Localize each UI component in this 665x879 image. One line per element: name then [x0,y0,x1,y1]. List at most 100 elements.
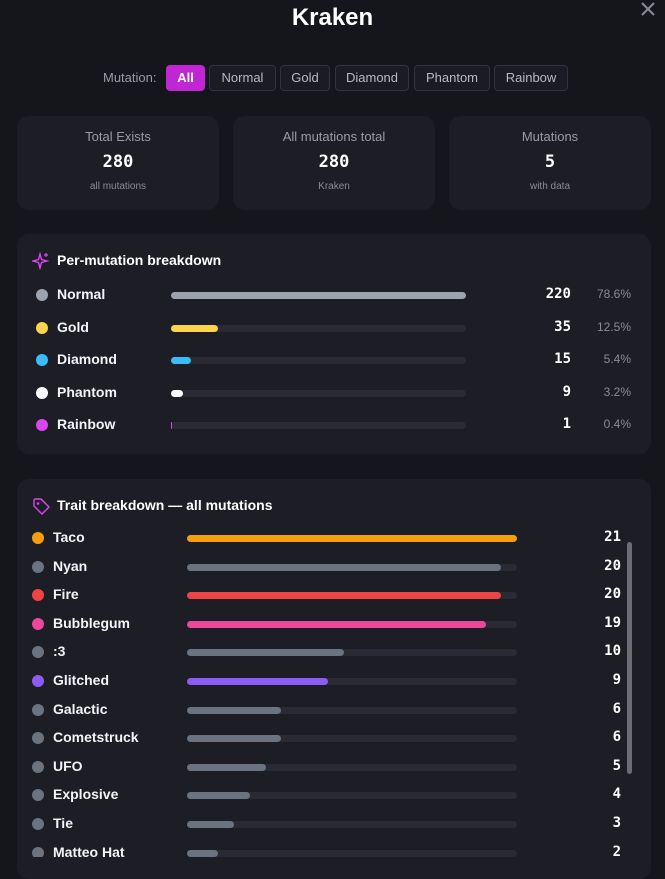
bar [187,763,266,771]
panel-title: Trait breakdown — all mutations [57,497,273,513]
row-count: 1 [562,416,571,432]
stat-card: All mutations total 280 Kraken [233,116,435,210]
bar [187,678,329,685]
color-dot [36,386,48,399]
trait-panel: Trait breakdown — all mutations Taco 21 Ny… [17,479,651,879]
row-name: Bubblegum [53,614,130,631]
row-name: Galactic [53,700,108,717]
color-dot [32,560,44,573]
row-percent: 0.4% [603,417,631,431]
bar-track [187,592,517,600]
color-dot [32,675,44,687]
filter-button[interactable]: All [166,65,205,91]
row-count: 21 [604,529,621,545]
row-name: Cometstruck [53,729,139,746]
stat-value: 280 [102,152,134,172]
bar-track [171,324,466,332]
bar-track [171,292,466,299]
color-dot [32,617,44,630]
row-name: UFO [53,757,83,774]
row-percent: 3.2% [603,384,631,399]
filter-button[interactable]: Diamond [335,65,409,91]
bar [171,422,173,429]
row-count: 20 [604,586,621,603]
stat-label: All mutations total [282,129,386,144]
color-dot [32,818,44,830]
bar [187,706,282,714]
color-dot [36,354,48,366]
stat-card: Mutations 5 with data [449,116,651,210]
row-count: 15 [554,351,571,367]
stat-label: Mutations [521,129,579,144]
bar-track [187,563,517,571]
row-percent: 12.5% [596,319,631,334]
bar-track [171,357,466,364]
filter-button[interactable]: Normal [209,65,276,91]
stat-value: 280 [318,152,350,172]
color-dot [32,703,44,716]
bar-track [187,535,517,542]
row-count: 19 [604,614,621,631]
row-name: Phantom [57,383,117,400]
mutation-panel: Per-mutation breakdown Normal 220 78.6% Gol… [17,234,651,454]
filter-button[interactable]: Phantom [414,65,490,91]
row-name: Matteo Hat [53,843,125,857]
close-button[interactable] [639,0,657,18]
stat-sub: with data [529,181,571,192]
row-name: :3 [53,643,66,660]
row-name: Fire [53,586,79,603]
bar-track [187,821,517,828]
bar-track [187,763,517,771]
row-name: Diamond [57,351,117,367]
row-name: Gold [57,318,89,335]
bar [187,592,502,600]
row-percent: 78.6% [596,287,631,301]
color-dot [32,846,44,857]
bar [187,735,282,743]
bar [187,563,502,571]
color-dot [32,732,44,745]
filter-button[interactable]: Gold [280,65,330,91]
bar-track [187,620,517,628]
row-count: 9 [612,672,621,688]
stat-card: Total Exists 280 all mutations [17,116,219,210]
bar [171,324,218,332]
row-count: 9 [562,383,571,400]
bar [187,620,486,628]
row-count: 3 [612,815,621,831]
color-dot [32,760,44,773]
row-count: 20 [604,557,621,574]
panel-title: Per-mutation breakdown [57,252,222,268]
color-dot [36,289,48,301]
trait-list: Taco 21 Nyan 20 Fire 20 Bubblegum 19:3 10 Glitche… [17,525,651,857]
tag-icon [33,498,50,515]
row-count: 4 [612,786,621,803]
bar [187,792,250,800]
row-percent: 5.4% [603,352,631,366]
bar-track [187,678,517,685]
row-count: 10 [604,643,621,660]
row-count: 35 [554,318,571,335]
color-dot [32,532,44,544]
bar [187,821,235,828]
bar [171,389,184,397]
row-name: Nyan [53,557,88,574]
title: Kraken [291,4,374,31]
stat-label: Total Exists [85,129,151,144]
bar-track [187,735,517,743]
row-count: 6 [612,700,621,717]
row-count: 5 [612,757,621,774]
color-dot [32,789,44,802]
bar-track [187,706,517,714]
row-name: Tie [53,815,73,831]
sparkle-icon [32,252,50,270]
filter-button[interactable]: Rainbow [494,65,568,91]
row-count: 220 [545,286,571,302]
bar [187,535,517,542]
color-dot [32,646,44,659]
bar [187,849,219,857]
color-dot [36,321,48,334]
scrollbar[interactable] [627,542,632,774]
bar-track [187,649,517,657]
